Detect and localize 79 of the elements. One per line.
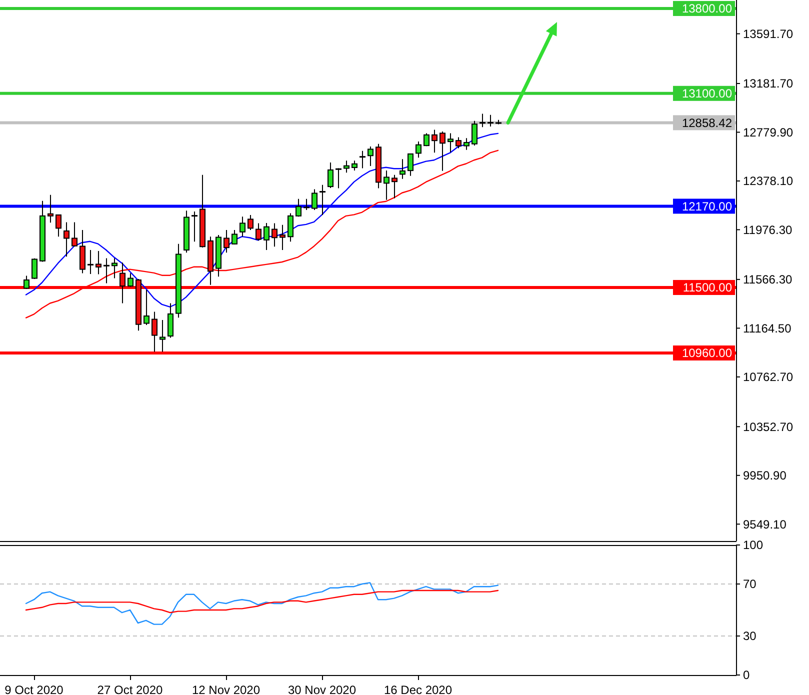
candlestick bbox=[288, 212, 294, 242]
ref-line-label: 11500.00 bbox=[682, 280, 732, 295]
candlestick bbox=[280, 224, 286, 250]
candlestick bbox=[160, 319, 166, 352]
candlestick bbox=[24, 275, 30, 290]
y-tick-label: 10352.70 bbox=[743, 420, 794, 434]
y-tick-label: 0 bbox=[743, 668, 750, 682]
candlestick bbox=[152, 311, 158, 352]
candlestick bbox=[424, 132, 430, 147]
x-tick-label: 9 Oct 2020 bbox=[4, 683, 64, 695]
candlestick bbox=[440, 130, 446, 172]
line-series bbox=[25, 582, 499, 625]
candlestick bbox=[296, 198, 302, 218]
candlestick bbox=[112, 258, 118, 279]
candlestick bbox=[312, 188, 318, 210]
candlestick bbox=[328, 162, 334, 189]
candlestick bbox=[488, 114, 494, 128]
y-tick-label: 12378.10 bbox=[743, 174, 794, 188]
y-tick-label: 30 bbox=[743, 629, 757, 644]
candlestick bbox=[408, 152, 414, 176]
candlestick bbox=[304, 198, 310, 210]
candlestick bbox=[336, 168, 342, 189]
ref-line-label: 12858.42 bbox=[682, 116, 732, 130]
candlestick bbox=[400, 158, 406, 180]
ref-line-label: 10960.00 bbox=[682, 346, 732, 360]
candlestick bbox=[48, 194, 54, 224]
line-series bbox=[25, 590, 499, 614]
y-tick-label: 70 bbox=[743, 577, 757, 592]
ref-line-label: 12170.00 bbox=[682, 199, 732, 214]
y-tick-label: 13181.70 bbox=[743, 76, 794, 91]
ref-line-label: 13800.00 bbox=[682, 2, 732, 16]
y-tick-label: 11976.30 bbox=[743, 222, 792, 237]
candlestick bbox=[104, 258, 110, 284]
candlestick bbox=[96, 250, 102, 275]
candlestick bbox=[456, 136, 462, 149]
candlestick bbox=[88, 250, 94, 275]
candlestick bbox=[168, 302, 174, 338]
y-tick-label: 11566.30 bbox=[743, 272, 792, 287]
y-tick-label: 10762.70 bbox=[743, 370, 794, 384]
ref-line-label: 13100.00 bbox=[682, 86, 732, 101]
candlestick bbox=[344, 160, 350, 174]
candlestick bbox=[256, 222, 262, 242]
y-tick-label: 100 bbox=[743, 538, 764, 552]
candlestick bbox=[224, 229, 230, 254]
candlestick bbox=[64, 222, 70, 258]
y-tick-label: 12779.90 bbox=[743, 125, 794, 140]
x-tick-label: 27 Oct 2020 bbox=[97, 683, 164, 695]
candlestick bbox=[32, 258, 38, 280]
candlestick bbox=[360, 150, 366, 169]
candlestick bbox=[264, 222, 270, 250]
candlestick bbox=[384, 170, 390, 200]
x-tick-label: 30 Nov 2020 bbox=[288, 683, 356, 695]
candlestick bbox=[56, 214, 62, 238]
candlestick bbox=[80, 229, 86, 274]
candlestick bbox=[472, 120, 478, 146]
y-tick-label: 9549.10 bbox=[743, 517, 787, 532]
candlestick bbox=[240, 216, 246, 238]
candlestick bbox=[232, 229, 238, 245]
y-tick-label: 9950.90 bbox=[743, 468, 787, 483]
candlestick bbox=[392, 174, 398, 199]
candlestick bbox=[248, 214, 254, 230]
candlestick bbox=[272, 222, 278, 248]
candlestick bbox=[320, 184, 326, 216]
candlestick bbox=[120, 262, 126, 304]
x-tick-label: 16 Dec 2020 bbox=[384, 683, 452, 695]
candlestick bbox=[448, 132, 454, 153]
candlestick bbox=[432, 129, 438, 154]
candlestick bbox=[144, 290, 150, 326]
y-tick-label: 11164.50 bbox=[743, 321, 792, 336]
y-tick-label: 13591.70 bbox=[743, 26, 794, 41]
candlestick bbox=[128, 272, 134, 288]
candlestick bbox=[72, 222, 78, 247]
x-tick-label: 12 Nov 2020 bbox=[192, 683, 260, 695]
candlestick bbox=[464, 138, 470, 150]
candlestick bbox=[368, 146, 374, 166]
candlestick bbox=[192, 211, 198, 242]
candlestick bbox=[480, 113, 486, 128]
candlestick bbox=[352, 160, 358, 172]
candlestick bbox=[416, 141, 422, 158]
